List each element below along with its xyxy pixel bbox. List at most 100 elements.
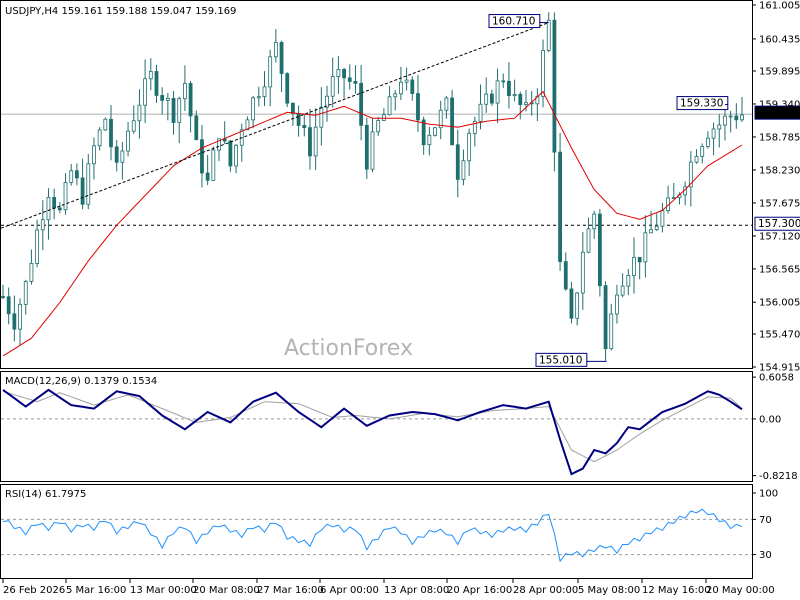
candle-body <box>160 95 165 101</box>
candle-body <box>143 78 148 106</box>
candle-body <box>609 313 614 350</box>
candle-body <box>69 170 74 183</box>
candle-body <box>489 93 494 104</box>
candle-body <box>353 81 358 84</box>
candle-body <box>23 280 28 305</box>
watermark: ActionForex <box>284 336 413 361</box>
candle-body <box>603 285 608 350</box>
candle-body <box>234 144 238 167</box>
rsi-frame <box>0 484 753 579</box>
candle-body <box>109 118 113 148</box>
price-tick-label: 155.470 <box>759 330 800 341</box>
candle-body <box>251 97 256 121</box>
candle-body <box>728 115 733 118</box>
candle-body <box>171 98 176 123</box>
candle-body <box>615 294 619 315</box>
candle-body <box>495 80 500 104</box>
candle-body <box>342 69 346 79</box>
time-tick-label: 5 May 08:00 <box>578 585 640 596</box>
candle-body <box>75 170 79 179</box>
candle-body <box>444 97 449 111</box>
candle-body <box>256 96 261 99</box>
candle-body <box>484 93 489 105</box>
candle-body <box>29 263 34 282</box>
candle-series <box>1 12 744 361</box>
candle-body <box>131 120 136 132</box>
candle-body <box>558 151 562 262</box>
macd-header: MACD(12,26,9) 0.1379 0.1534 <box>5 376 157 387</box>
candle-body <box>433 127 437 136</box>
macd-tick-label: -0.8218 <box>759 471 798 482</box>
candle-body <box>347 77 352 82</box>
candle-body <box>228 140 233 167</box>
candle-body <box>40 219 45 231</box>
candle-body <box>97 129 102 147</box>
recent-high-annotation-label: 159.330 <box>680 98 723 110</box>
candle-body <box>336 69 341 77</box>
time-tick-label: 20 Mar 08:00 <box>193 585 260 596</box>
candle-body <box>92 145 96 165</box>
time-tick-label: 13 Apr 08:00 <box>384 585 449 596</box>
price-tick-label: 161.005 <box>759 1 800 12</box>
candle-body <box>313 126 318 157</box>
candle-body <box>376 120 381 133</box>
candle-body <box>319 106 324 128</box>
candle-body <box>541 50 545 97</box>
candle-body <box>291 102 295 114</box>
candle-body <box>273 41 278 58</box>
candle-body <box>302 125 307 129</box>
price-tick-label: 159.340 <box>759 99 800 110</box>
time-tick-label: 5 Mar 16:00 <box>66 585 126 596</box>
candle-body <box>46 197 51 221</box>
candle-body <box>114 146 119 163</box>
candle-body <box>285 73 290 104</box>
time-tick-label: 26 Feb 2026 <box>3 585 65 596</box>
candle-body <box>120 150 125 163</box>
candle-body <box>325 95 329 108</box>
candle-body <box>694 156 699 163</box>
recent-high-annotation-box <box>676 96 729 111</box>
candle-body <box>501 80 506 83</box>
candle-body <box>154 71 159 96</box>
rsi-header: RSI(14) 61.7975 <box>5 489 86 500</box>
ma-line <box>2 90 743 357</box>
candle-body <box>245 119 250 131</box>
candle-body <box>1 296 5 298</box>
candle-body <box>740 114 744 121</box>
price-annotations: 160.710 155.010 159.330 157.300 159.169 <box>488 14 800 367</box>
candle-body <box>35 229 40 264</box>
main-chart-frame <box>0 0 753 369</box>
candle-body <box>569 288 574 319</box>
candle-body <box>512 93 517 97</box>
support-price-label-label: 157.300 <box>758 218 800 230</box>
candle-body <box>188 83 193 117</box>
last-price-label-box <box>754 105 800 120</box>
candle-body <box>393 93 398 98</box>
time-tick-label: 13 Mar 00:00 <box>130 585 197 596</box>
candle-body <box>279 41 284 75</box>
macd-frame <box>0 371 753 482</box>
price-tick-label: 158.230 <box>759 165 800 176</box>
candle-body <box>654 225 659 231</box>
candle-body <box>177 98 182 123</box>
price-tick-label: 159.895 <box>759 66 800 77</box>
candle-body <box>705 137 710 147</box>
rsi-series: 100 70 30 <box>1 489 778 563</box>
rsi-line <box>2 508 743 563</box>
candle-body <box>399 81 403 95</box>
price-tick-label: 157.675 <box>759 198 800 209</box>
candle-body <box>421 119 426 146</box>
candle-body <box>217 138 221 151</box>
last-price-label-label: 159.169 <box>758 107 800 119</box>
candle-body <box>57 207 62 211</box>
candle-body <box>211 149 216 181</box>
time-tick-label: 12 May 16:00 <box>642 585 711 596</box>
candle-body <box>461 160 466 180</box>
candle-body <box>126 130 130 152</box>
high-annotation-box <box>488 14 541 29</box>
candle-body <box>194 115 199 141</box>
price-tick-label: 157.120 <box>759 231 800 242</box>
candle-body <box>734 115 739 121</box>
candle-body <box>580 251 585 294</box>
candle-body <box>330 76 335 97</box>
